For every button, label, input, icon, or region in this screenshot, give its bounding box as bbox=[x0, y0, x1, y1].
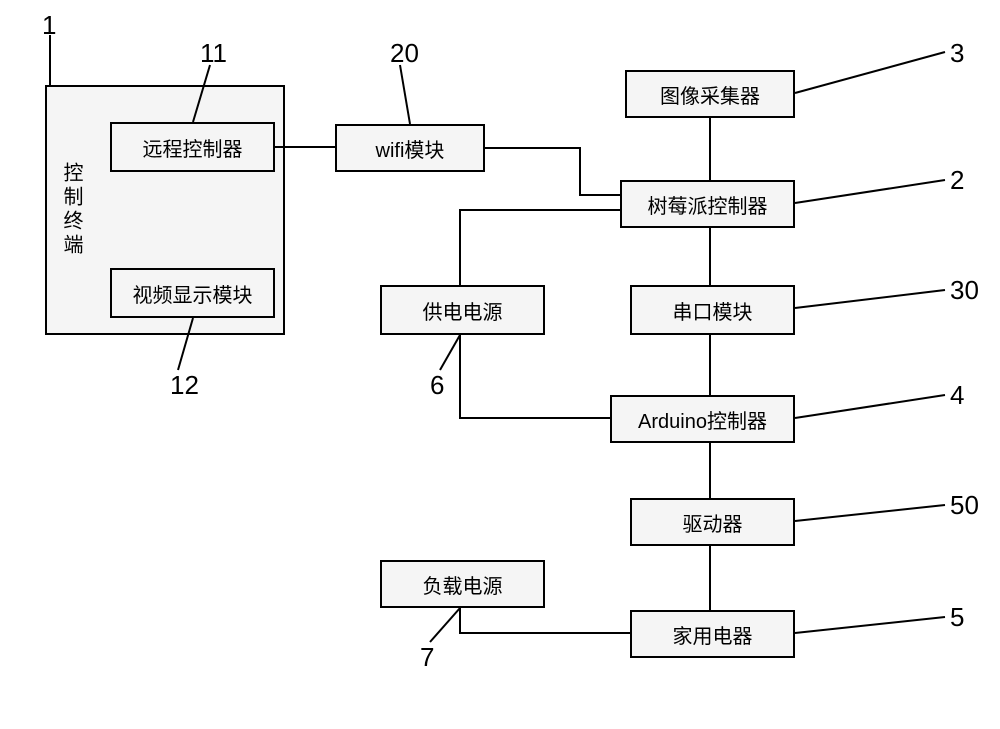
ref-30: 30 bbox=[950, 275, 979, 306]
ref-5: 5 bbox=[950, 602, 964, 633]
image-collector-label: 图像采集器 bbox=[660, 80, 760, 109]
video-display-label: 视频显示模块 bbox=[133, 279, 253, 308]
ref-1: 1 bbox=[42, 10, 56, 41]
node-serial-module: 串口模块 bbox=[630, 285, 795, 335]
ref-20: 20 bbox=[390, 38, 419, 69]
node-raspberry-pi: 树莓派控制器 bbox=[620, 180, 795, 228]
node-wifi: wifi模块 bbox=[335, 124, 485, 172]
driver-label: 驱动器 bbox=[683, 508, 743, 537]
load-power-label: 负载电源 bbox=[423, 570, 503, 599]
appliance-label: 家用电器 bbox=[673, 620, 753, 649]
node-video-display: 视频显示模块 bbox=[110, 268, 275, 318]
ref-11: 11 bbox=[200, 38, 227, 69]
wifi-label: wifi模块 bbox=[376, 134, 445, 163]
ref-4: 4 bbox=[950, 380, 964, 411]
ref-3: 3 bbox=[950, 38, 964, 69]
ref-7: 7 bbox=[420, 642, 434, 673]
serial-module-label: 串口模块 bbox=[673, 296, 753, 325]
ref-12: 12 bbox=[170, 370, 199, 401]
ref-6: 6 bbox=[430, 370, 444, 401]
raspberry-pi-label: 树莓派控制器 bbox=[648, 190, 768, 219]
node-driver: 驱动器 bbox=[630, 498, 795, 546]
power-supply-label: 供电电源 bbox=[423, 296, 503, 325]
arduino-label: Arduino控制器 bbox=[638, 405, 767, 434]
ref-50: 50 bbox=[950, 490, 979, 521]
control-terminal-label: 控制终端 bbox=[57, 162, 86, 258]
node-remote-controller: 远程控制器 bbox=[110, 122, 275, 172]
ref-2: 2 bbox=[950, 165, 964, 196]
node-appliance: 家用电器 bbox=[630, 610, 795, 658]
node-power-supply: 供电电源 bbox=[380, 285, 545, 335]
node-arduino: Arduino控制器 bbox=[610, 395, 795, 443]
node-image-collector: 图像采集器 bbox=[625, 70, 795, 118]
node-load-power: 负载电源 bbox=[380, 560, 545, 608]
remote-controller-label: 远程控制器 bbox=[143, 133, 243, 162]
